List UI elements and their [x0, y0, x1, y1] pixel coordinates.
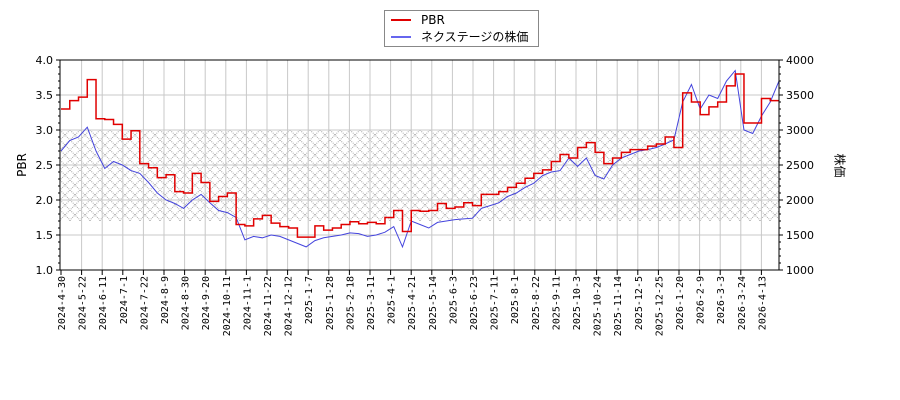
legend-item-price: ネクステージの株価	[385, 28, 538, 45]
x-tick-label: 2024-12-12	[284, 276, 295, 336]
x-tick-label: 2025-11-14	[613, 276, 624, 336]
x-tick-label: 2025-3-11	[366, 276, 377, 330]
x-tick-label: 2025-6-3	[448, 276, 459, 324]
y-tick-label-right: 3000	[786, 124, 814, 137]
x-tick-label: 2025-6-23	[469, 276, 480, 330]
y-tick-label-left: 3.0	[36, 124, 54, 137]
x-tick-label: 2024-6-11	[98, 276, 109, 330]
x-tick-label: 2024-5-22	[78, 276, 89, 330]
x-tick-label: 2025-8-22	[531, 276, 542, 330]
y-tick-label-right: 1500	[786, 229, 814, 242]
x-tick-label: 2024-8-9	[160, 276, 171, 324]
y-tick-label-left: 1.5	[36, 229, 54, 242]
x-tick-label: 2025-12-5	[634, 276, 645, 330]
y-tick-label-left: 1.0	[36, 264, 54, 277]
y-tick-label-right: 2500	[786, 159, 814, 172]
x-axis: 2024-4-30 2024-5-22 2024-6-11 2024-7-1 2024-…	[57, 270, 768, 336]
x-tick-label: 2024-7-1	[119, 276, 130, 324]
legend-label-pbr: PBR	[421, 12, 445, 27]
y-axis-left-title: PBR	[14, 153, 29, 177]
x-tick-label: 2025-2-18	[345, 276, 356, 330]
legend-label-price: ネクステージの株価	[421, 30, 529, 44]
x-tick-label: 2024-11-1	[242, 276, 253, 330]
y-tick-label-left: 3.5	[36, 89, 54, 102]
x-tick-label: 2024-11-22	[263, 276, 274, 336]
y-axis-right-title: 株価	[832, 153, 847, 178]
x-tick-label: 2026-4-13	[757, 276, 768, 330]
x-tick-label: 2025-12-25	[654, 276, 665, 336]
x-tick-label: 2024-9-20	[201, 276, 212, 330]
x-tick-label: 2026-3-3	[716, 276, 727, 324]
x-tick-label: 2024-8-30	[181, 276, 192, 330]
x-tick-label: 2025-5-14	[428, 276, 439, 330]
x-tick-label: 2024-10-11	[222, 276, 233, 336]
x-tick-label: 2026-1-20	[675, 276, 686, 330]
y-tick-label-left: 2.0	[36, 194, 54, 207]
y-axis-right: 1000 1500 2000 2500 3000 3500 4000	[779, 54, 814, 277]
x-tick-label: 2026-2-9	[696, 276, 707, 324]
y-tick-label-right: 1000	[786, 264, 814, 277]
legend-swatch-pbr	[391, 18, 411, 21]
legend-item-pbr: PBR	[385, 11, 538, 28]
legend: PBR ネクステージの株価	[384, 10, 539, 47]
legend-swatch-price	[391, 35, 411, 38]
y-tick-label-left: 2.5	[36, 159, 54, 172]
x-tick-label: 2025-9-11	[551, 276, 562, 330]
x-tick-label: 2025-10-3	[572, 276, 583, 330]
x-tick-label: 2025-4-1	[387, 276, 398, 324]
y-tick-label-right: 3500	[786, 89, 814, 102]
x-tick-label: 2025-8-1	[510, 276, 521, 324]
x-tick-label: 2024-4-30	[57, 276, 68, 330]
x-tick-label: 2025-4-21	[407, 276, 418, 330]
x-tick-label: 2025-1-7	[304, 276, 315, 324]
x-tick-label: 2026-3-24	[737, 276, 748, 330]
x-tick-label: 2024-7-22	[139, 276, 150, 330]
x-tick-label: 2025-10-24	[593, 276, 604, 336]
x-tick-label: 2025-7-11	[490, 276, 501, 330]
y-tick-label-left: 4.0	[36, 54, 54, 67]
y-axis-left: 1.0 1.5 2.0 2.5 3.0 3.5 4.0	[36, 54, 60, 277]
pbr-line	[61, 73, 779, 238]
y-tick-label-right: 4000	[786, 54, 814, 67]
stock-price-line	[60, 69, 779, 249]
x-tick-label: 2025-1-28	[325, 276, 336, 330]
y-tick-label-right: 2000	[786, 194, 814, 207]
